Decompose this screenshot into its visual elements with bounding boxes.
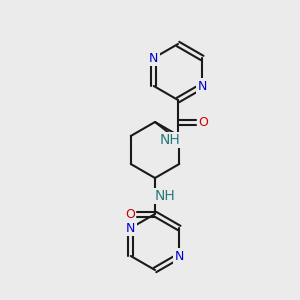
Text: N: N (175, 250, 184, 262)
Text: NH: NH (160, 133, 180, 147)
Text: N: N (149, 52, 158, 64)
Text: O: O (125, 208, 135, 220)
Text: O: O (198, 116, 208, 128)
Text: N: N (198, 80, 207, 92)
Text: NH: NH (154, 189, 176, 203)
Text: N: N (126, 221, 135, 235)
